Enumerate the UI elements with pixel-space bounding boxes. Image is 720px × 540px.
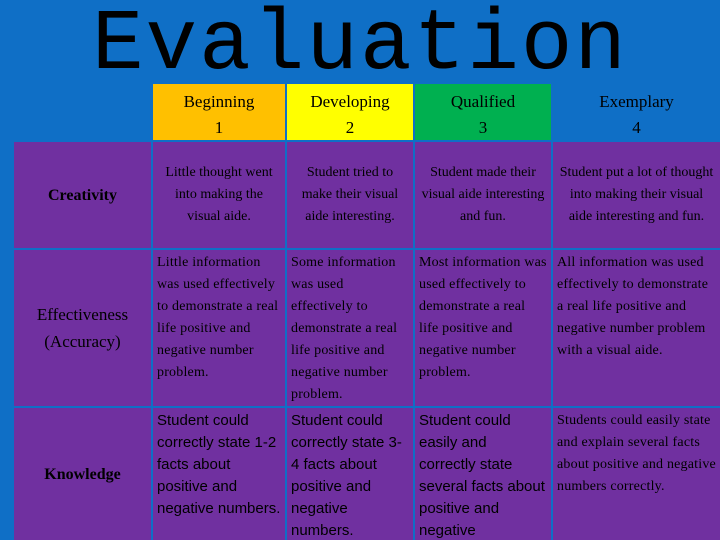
- rubric-cell: Student put a lot of thought into making…: [553, 142, 720, 248]
- rubric-cell: Student tried to make their visual aide …: [287, 142, 413, 248]
- header-beginning: Beginning 1: [153, 84, 285, 140]
- row-label-creativity: Creativity: [14, 142, 151, 248]
- rubric-cell: Little thought went into making the visu…: [153, 142, 285, 248]
- rubric-cell: Student could easily and correctly state…: [415, 408, 551, 540]
- rubric-cell: Some information was used effectively to…: [287, 250, 413, 406]
- rubric-cell: Student made their visual aide interesti…: [415, 142, 551, 248]
- rubric-cell: Student could correctly state 3-4 facts …: [287, 408, 413, 540]
- header-qualified: Qualified 3: [415, 84, 551, 140]
- corner-cell: [14, 84, 151, 140]
- header-score: 3: [478, 118, 488, 137]
- rubric-cell: All information was used effectively to …: [553, 250, 720, 406]
- row-label-effectiveness: Effectiveness (Accuracy): [14, 250, 151, 406]
- header-name: Qualified: [450, 92, 516, 111]
- rubric-cell: Most information was used effectively to…: [415, 250, 551, 406]
- rubric-table: Beginning 1 Developing 2 Qualified 3 Exe…: [14, 84, 720, 540]
- header-score: 4: [632, 118, 641, 137]
- header-score: 2: [345, 118, 355, 137]
- header-score: 1: [214, 118, 224, 137]
- header-name: Exemplary: [599, 92, 674, 111]
- header-exemplary: Exemplary 4: [553, 84, 720, 140]
- row-label-knowledge: Knowledge: [14, 408, 151, 540]
- rubric-cell: Students could easily state and explain …: [553, 408, 720, 540]
- header-name: Beginning: [183, 92, 255, 111]
- page-title: Evaluation: [91, 0, 629, 94]
- header-developing: Developing 2: [287, 84, 413, 140]
- rubric-cell: Little information was used effectively …: [153, 250, 285, 406]
- rubric-cell: Student could correctly state 1-2 facts …: [153, 408, 285, 540]
- header-name: Developing: [310, 92, 390, 111]
